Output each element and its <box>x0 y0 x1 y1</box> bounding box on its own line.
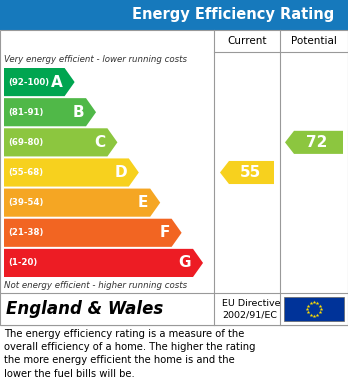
Text: 55: 55 <box>239 165 261 180</box>
Polygon shape <box>4 249 203 277</box>
Text: (81-91): (81-91) <box>8 108 44 117</box>
Bar <box>0 293 348 325</box>
Text: B: B <box>72 105 84 120</box>
Text: Very energy efficient - lower running costs: Very energy efficient - lower running co… <box>4 56 187 65</box>
Text: (55-68): (55-68) <box>8 168 43 177</box>
Text: D: D <box>114 165 127 180</box>
Text: 72: 72 <box>306 135 328 150</box>
Polygon shape <box>285 131 343 154</box>
Polygon shape <box>4 188 160 217</box>
Polygon shape <box>220 161 274 184</box>
Text: G: G <box>179 255 191 271</box>
Polygon shape <box>4 158 139 187</box>
Text: C: C <box>94 135 105 150</box>
Text: F: F <box>159 225 169 240</box>
Text: Not energy efficient - higher running costs: Not energy efficient - higher running co… <box>4 280 187 289</box>
Text: (69-80): (69-80) <box>8 138 43 147</box>
Text: (92-100): (92-100) <box>8 77 49 86</box>
Text: Energy Efficiency Rating: Energy Efficiency Rating <box>132 7 334 23</box>
Polygon shape <box>4 68 74 96</box>
Text: (1-20): (1-20) <box>8 258 37 267</box>
Bar <box>0 30 348 325</box>
Text: The energy efficiency rating is a measure of the
overall efficiency of a home. T: The energy efficiency rating is a measur… <box>4 329 255 378</box>
Text: A: A <box>51 75 63 90</box>
Text: Current: Current <box>227 36 267 46</box>
Polygon shape <box>4 98 96 126</box>
Text: (21-38): (21-38) <box>8 228 44 237</box>
Text: England & Wales: England & Wales <box>6 300 163 318</box>
Text: 2002/91/EC: 2002/91/EC <box>222 310 277 319</box>
Polygon shape <box>4 128 117 156</box>
Bar <box>0 0 348 30</box>
Bar <box>284 297 344 321</box>
Text: (39-54): (39-54) <box>8 198 44 207</box>
Text: Potential: Potential <box>291 36 337 46</box>
Polygon shape <box>4 219 182 247</box>
Text: EU Directive: EU Directive <box>222 299 280 308</box>
Text: E: E <box>138 195 148 210</box>
